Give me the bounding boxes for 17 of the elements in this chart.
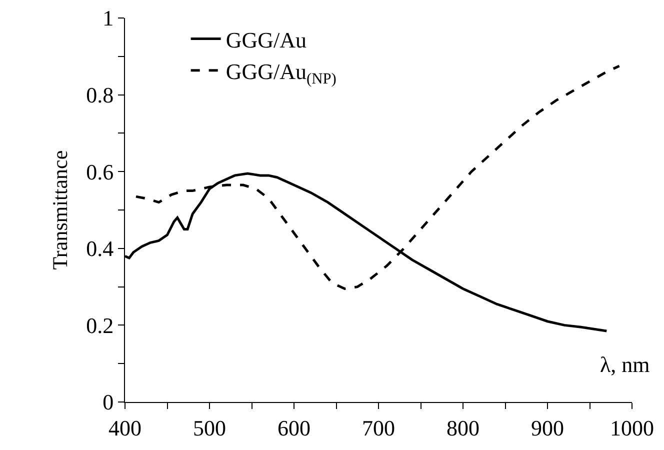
x-tick-label: 700	[362, 415, 395, 440]
x-axis-title: λ, nm	[600, 352, 650, 377]
x-tick-label: 400	[108, 415, 142, 440]
x-tick-label: 900	[531, 415, 564, 440]
y-tick-label: 0	[102, 390, 114, 415]
y-tick-label: 0.2	[86, 312, 114, 338]
x-tick-label: 1000	[610, 415, 654, 440]
x-tick-label: 600	[278, 415, 310, 440]
y-tick-label: 0.8	[86, 82, 114, 108]
x-tick-label: 800	[446, 415, 480, 440]
y-tick-label: 0.6	[86, 159, 114, 184]
y-tick-label: 0.4	[86, 236, 114, 262]
x-tick-label: 500	[193, 415, 226, 440]
legend-label: GGG/Au	[226, 27, 307, 52]
legend-label: GGG/Au$_{(NP)}$	[226, 58, 336, 88]
y-tick-label: 1	[102, 6, 114, 31]
y-axis-title: Transmittance	[48, 150, 72, 270]
